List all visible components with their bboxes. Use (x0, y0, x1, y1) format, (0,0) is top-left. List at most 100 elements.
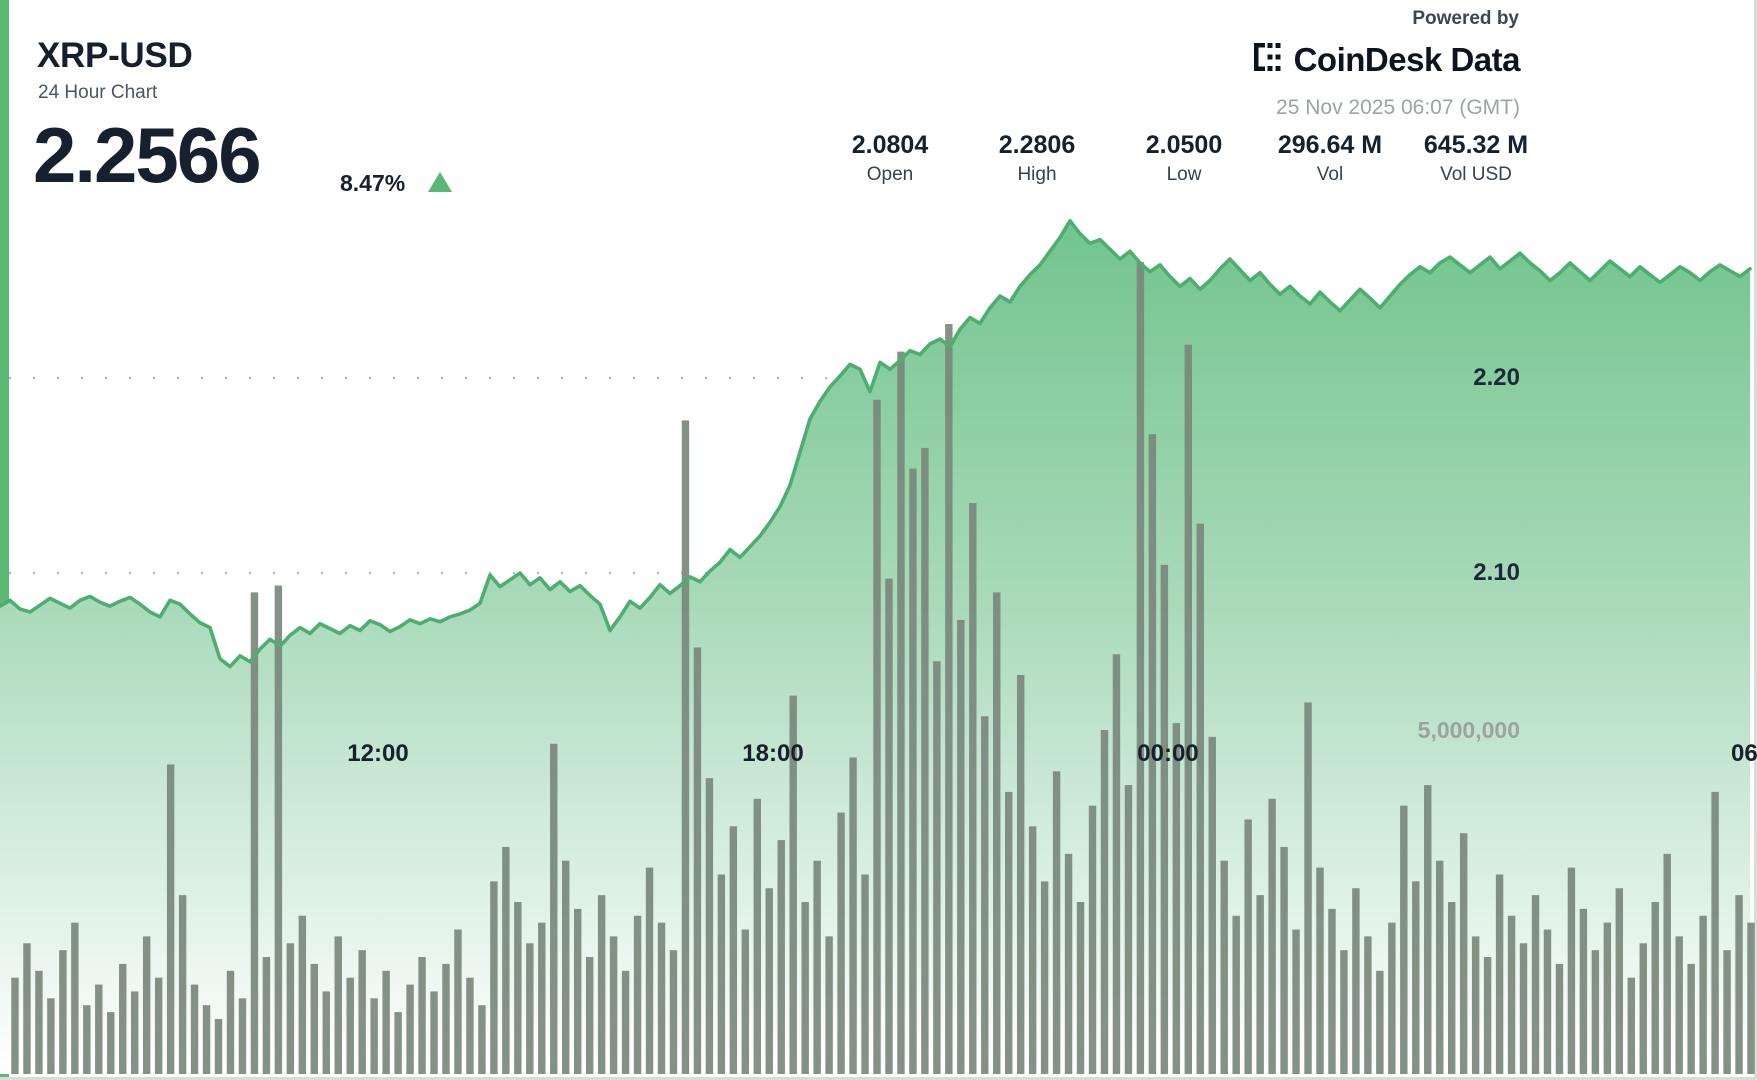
volume-bar (1328, 908, 1336, 1074)
page-title: XRP-USD (37, 36, 193, 75)
volume-bar (741, 929, 750, 1074)
volume-bar (1424, 785, 1432, 1074)
volume-bar (1124, 785, 1133, 1074)
volume-bar (1232, 915, 1240, 1074)
volume-bar (1172, 723, 1181, 1074)
stat-value: 2.0804 (851, 131, 929, 159)
volume-bar (1184, 344, 1193, 1075)
stat-value: 2.2806 (998, 131, 1076, 159)
brand-name: CoinDesk Data (1293, 40, 1521, 78)
stat-value: 296.64 M (1277, 131, 1383, 159)
volume-bar (334, 936, 342, 1074)
volume-bar (1364, 936, 1372, 1074)
volume-bar (1388, 922, 1396, 1074)
volume-bar (825, 936, 833, 1074)
volume-bar (729, 826, 738, 1074)
volume-bar (633, 915, 642, 1074)
volume-bar (107, 1012, 115, 1074)
volume-bar (286, 943, 295, 1074)
volume-bar (957, 619, 965, 1074)
volume-bar (1699, 915, 1707, 1074)
volume-bar (131, 991, 139, 1074)
volume-bar (382, 970, 390, 1074)
volume-bar (1005, 791, 1013, 1074)
volume-bar (442, 963, 450, 1074)
volume-bar (1064, 853, 1073, 1074)
volume-bar (1567, 867, 1576, 1074)
volume-bar (370, 998, 378, 1074)
volume-bar (358, 950, 366, 1074)
volume-bar (909, 468, 917, 1074)
volume-bar (969, 502, 977, 1075)
x-axis-tick-label: 06 (1731, 740, 1757, 767)
stat-label: High (1017, 164, 1057, 185)
volume-bar (717, 874, 726, 1074)
x-axis-tick-label: 12:00 (347, 740, 409, 767)
volume-bar (765, 888, 773, 1074)
left-accent-bar (0, 0, 9, 1080)
volume-bar (789, 695, 797, 1074)
volume-bar (71, 922, 79, 1074)
volume-bar (1627, 977, 1635, 1074)
volume-bar (1292, 929, 1300, 1074)
volume-bar (1148, 434, 1157, 1074)
volume-bar (1028, 826, 1037, 1074)
volume-bar (550, 743, 558, 1074)
volume-bar (885, 578, 893, 1074)
volume-bar (1412, 881, 1420, 1074)
volume-bar (47, 998, 55, 1074)
volume-bar (1196, 523, 1204, 1074)
stat-value: 2.0500 (1145, 131, 1223, 159)
volume-bar (478, 1005, 486, 1074)
stat-label: Low (1166, 164, 1202, 185)
volume-bar (1615, 888, 1624, 1074)
triangle-up-icon (428, 172, 452, 192)
volume-bar (1316, 867, 1324, 1074)
volume-bar (490, 881, 498, 1074)
volume-bar (945, 324, 953, 1075)
volume-bar (753, 798, 761, 1074)
volume-bar (1459, 833, 1468, 1074)
volume-bar (693, 647, 702, 1074)
volume-bar (83, 1005, 91, 1074)
volume-bar (585, 957, 594, 1074)
volume-bar (1280, 846, 1288, 1074)
stat-value: 645.32 M (1423, 131, 1529, 159)
volume-bar (1531, 895, 1540, 1074)
y-axis-tick-label: 2.10 (1473, 559, 1520, 586)
volume-bar (1400, 805, 1408, 1074)
volume-bar (1519, 943, 1528, 1074)
stat-vol-usd: 645.32 M Vol USD (1376, 131, 1576, 186)
volume-bar (1579, 908, 1588, 1074)
volume-bar (262, 957, 271, 1074)
volume-bar (777, 840, 785, 1074)
volume-bar (837, 812, 845, 1074)
volume-bar (1747, 922, 1755, 1074)
x-axis-tick-label: 00:00 (1137, 740, 1199, 767)
volume-bar (981, 716, 989, 1074)
right-border (1754, 0, 1757, 1080)
volume-bar (609, 936, 618, 1074)
volume-bar (681, 420, 690, 1074)
volume-axis-tick-label: 5,000,000 (1417, 717, 1520, 743)
brand-row[interactable]: CoinDesk Data (1251, 40, 1521, 79)
volume-bar (1471, 936, 1480, 1074)
volume-bar (1603, 922, 1612, 1074)
y-axis-tick-label: 2.20 (1473, 364, 1520, 391)
stat-vol: 296.64 M Vol (1230, 131, 1430, 186)
volume-bar (897, 351, 905, 1075)
volume-bar (1208, 736, 1216, 1074)
volume-bar (801, 902, 809, 1074)
volume-bar (621, 970, 630, 1074)
volume-bar (669, 950, 678, 1074)
volume-bar (597, 895, 606, 1074)
volume-bar (1447, 902, 1456, 1074)
volume-bar (166, 764, 175, 1074)
stat-label: Vol (1316, 164, 1344, 185)
volume-bar (1244, 819, 1252, 1074)
volume-bar (813, 860, 821, 1074)
volume-bar (1675, 936, 1683, 1074)
volume-bar (95, 984, 103, 1074)
